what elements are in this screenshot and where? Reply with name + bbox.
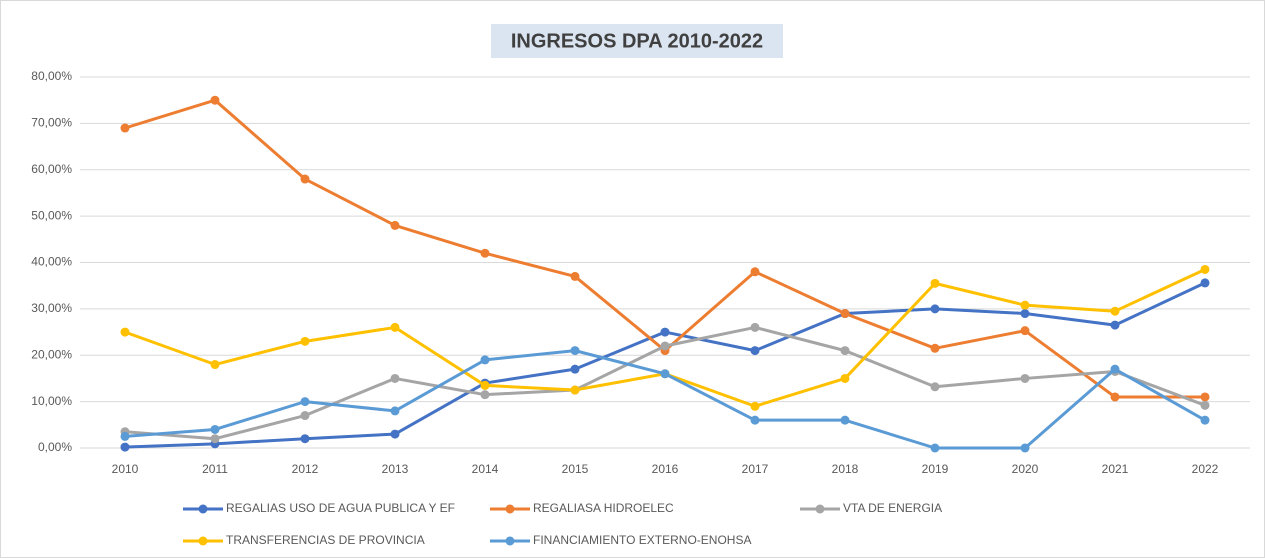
y-tick-label: 10,00% — [31, 394, 72, 408]
point — [390, 322, 400, 332]
legend-dot — [815, 504, 825, 514]
point — [1110, 364, 1120, 374]
legend-dot — [505, 536, 515, 546]
point — [840, 415, 850, 425]
point — [750, 322, 760, 332]
point — [480, 380, 490, 390]
point — [1020, 309, 1030, 319]
legend-label: VTA DE ENERGIA — [843, 501, 942, 515]
point — [750, 415, 760, 425]
point — [930, 443, 940, 453]
point — [570, 271, 580, 281]
point — [930, 304, 940, 314]
point — [1200, 392, 1210, 402]
point — [1200, 415, 1210, 425]
point — [1110, 320, 1120, 330]
x-tick-label: 2012 — [292, 462, 319, 476]
legend-label: REGALIASA HIDROELEC — [533, 501, 674, 515]
x-tick-label: 2013 — [382, 462, 409, 476]
point — [660, 369, 670, 379]
x-tick-label: 2011 — [202, 462, 228, 476]
y-tick-label: 70,00% — [31, 116, 72, 130]
x-tick-label: 2014 — [472, 462, 499, 476]
point — [300, 411, 310, 421]
title-box — [491, 24, 783, 58]
x-tick-label: 2017 — [742, 462, 769, 476]
point — [930, 343, 940, 353]
point — [120, 327, 130, 337]
point — [750, 401, 760, 411]
point — [210, 434, 220, 444]
y-tick-label: 50,00% — [31, 208, 72, 222]
point — [390, 429, 400, 439]
point — [930, 278, 940, 288]
y-tick-label: 80,00% — [31, 69, 72, 83]
y-tick-label: 20,00% — [31, 347, 72, 361]
point — [390, 220, 400, 230]
point — [750, 267, 760, 277]
x-tick-label: 2016 — [652, 462, 679, 476]
point — [120, 442, 130, 452]
legend-dot — [198, 504, 208, 514]
point — [570, 385, 580, 395]
legend-label: TRANSFERENCIAS DE PROVINCIA — [226, 533, 425, 547]
point — [1020, 443, 1030, 453]
point — [1020, 300, 1030, 310]
point — [660, 327, 670, 337]
point — [1200, 264, 1210, 274]
point — [480, 248, 490, 258]
point — [1020, 326, 1030, 336]
x-tick-label: 2020 — [1012, 462, 1039, 476]
x-tick-label: 2010 — [112, 462, 139, 476]
point — [300, 174, 310, 184]
legend-label: FINANCIAMIENTO EXTERNO-ENOHSA — [533, 533, 751, 547]
point — [210, 360, 220, 370]
point — [840, 309, 850, 319]
legend-dot — [198, 536, 208, 546]
point — [570, 364, 580, 374]
point — [660, 341, 670, 351]
point — [480, 390, 490, 400]
point — [840, 373, 850, 383]
point — [390, 373, 400, 383]
point — [480, 355, 490, 365]
point — [390, 406, 400, 416]
point — [210, 424, 220, 434]
x-tick-label: 2018 — [832, 462, 859, 476]
point — [750, 346, 760, 356]
point — [1200, 400, 1210, 410]
point — [210, 95, 220, 105]
y-tick-label: 60,00% — [31, 162, 72, 176]
y-tick-label: 30,00% — [31, 301, 72, 315]
point — [120, 123, 130, 133]
y-tick-label: 40,00% — [31, 255, 72, 269]
x-tick-label: 2019 — [922, 462, 949, 476]
chart-title: INGRESOS DPA 2010-2022 — [511, 30, 763, 52]
x-tick-label: 2021 — [1102, 462, 1129, 476]
point — [840, 346, 850, 356]
point — [930, 382, 940, 392]
point — [300, 397, 310, 407]
point — [1110, 392, 1120, 402]
point — [120, 431, 130, 441]
point — [300, 434, 310, 444]
point — [1110, 306, 1120, 316]
point — [1200, 278, 1210, 288]
x-tick-label: 2015 — [562, 462, 589, 476]
legend-label: REGALIAS USO DE AGUA PUBLICA Y EF — [226, 501, 455, 515]
legend-dot — [505, 504, 515, 514]
point — [1020, 373, 1030, 383]
y-tick-label: 0,00% — [38, 440, 72, 454]
point — [570, 346, 580, 356]
x-tick-label: 2022 — [1192, 462, 1219, 476]
point — [300, 336, 310, 346]
